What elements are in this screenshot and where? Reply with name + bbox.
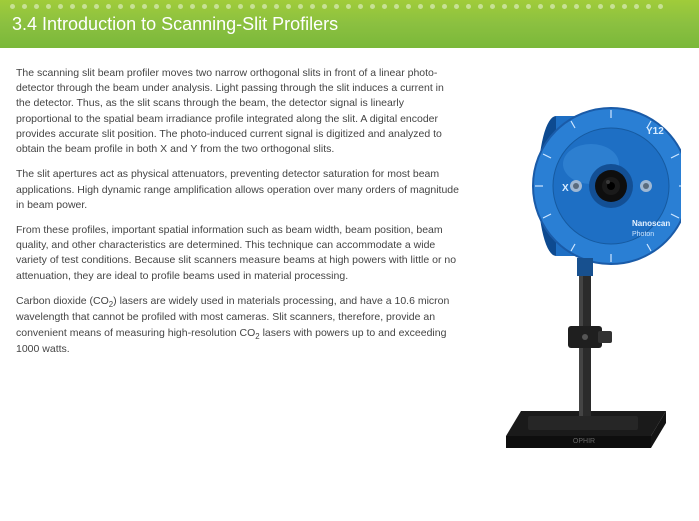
- p4-part-a: Carbon dioxide (CO: [16, 295, 109, 307]
- device-image-column: OPHIR: [473, 66, 683, 456]
- marking-y: Y12: [646, 126, 664, 137]
- body-text-column: The scanning slit beam profiler moves tw…: [16, 66, 459, 456]
- paragraph-1: The scanning slit beam profiler moves tw…: [16, 66, 459, 157]
- scanning-slit-profiler-illustration: OPHIR: [476, 76, 681, 456]
- paragraph-4: Carbon dioxide (CO2) lasers are widely u…: [16, 294, 459, 357]
- marking-x: X: [562, 183, 569, 194]
- base-brand-text: OPHIR: [572, 438, 594, 445]
- paragraph-3: From these profiles, important spatial i…: [16, 223, 459, 284]
- section-header: 3.4 Introduction to Scanning-Slit Profil…: [0, 0, 699, 48]
- section-title: 3.4 Introduction to Scanning-Slit Profil…: [12, 14, 338, 35]
- paragraph-2: The slit apertures act as physical atten…: [16, 167, 459, 213]
- profiler-head: Y12 X Nanoscan Photon: [533, 108, 681, 276]
- device-brand: Nanoscan: [632, 219, 670, 228]
- content-row: The scanning slit beam profiler moves tw…: [0, 48, 699, 466]
- header-dot-decoration: [10, 4, 689, 14]
- device-sub-brand: Photon: [632, 231, 654, 238]
- mount-base: OPHIR: [506, 411, 666, 448]
- mount-post: [568, 271, 612, 416]
